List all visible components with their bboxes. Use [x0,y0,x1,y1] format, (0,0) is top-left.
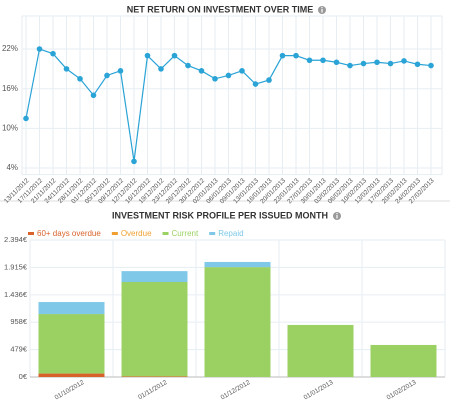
point [414,61,421,68]
y-tick-label: 1.915€ [4,262,28,271]
x-tick-label: 01/12/2012 [220,379,252,402]
bar-segment [287,324,354,377]
point [117,68,124,74]
y-tick-label: 1.436€ [4,290,28,299]
point [171,52,178,59]
point [239,68,245,74]
bar-segment [38,302,105,315]
legend-label: Current [172,229,199,238]
point [77,75,83,82]
point [23,115,29,122]
point [144,52,151,59]
point [360,60,367,67]
bar-segment [121,376,188,377]
legend-swatch [162,232,169,235]
point [266,77,272,83]
bar-segment [121,282,188,377]
y-tick-label: 16% [2,84,18,93]
point [279,52,286,59]
point [212,75,218,82]
bar-segment [204,261,271,268]
point [374,59,380,66]
y-tick-label: 10% [2,123,18,132]
point [333,59,340,66]
point [158,66,164,72]
point [63,66,70,72]
y-tick-label: 4% [6,163,18,172]
chart-title: NET RETURN ON INVESTMENT OVER TIME [127,4,314,14]
info-icon[interactable] [333,212,341,220]
point [225,72,232,79]
point [185,62,191,69]
y-tick-label: 958€ [10,317,28,326]
y-tick-label: 0€ [19,372,28,381]
chart-title: INVESTMENT RISK PROFILE PER ISSUED MONTH [112,210,328,220]
point [401,58,407,64]
point [198,68,205,74]
bar-segment [370,344,437,377]
point [50,50,56,57]
point [36,46,43,52]
y-tick-label: 479€ [10,345,28,354]
point [293,52,299,59]
bar-segment [204,267,271,377]
x-tick-label: 01/10/2012 [54,379,86,402]
legend-label: 60+ days overdue [37,229,101,238]
plot-area [21,15,443,176]
point [104,72,110,79]
point [320,57,326,64]
bar-segment [38,314,105,374]
point [252,81,259,87]
x-tick-label: 01/01/2013 [303,379,335,402]
point [428,62,434,69]
bar-segment [38,373,105,377]
point [131,158,137,165]
legend-label: Repaid [218,229,243,238]
info-icon[interactable] [318,6,326,14]
bar-segment [121,271,188,283]
x-tick-label: 01/11/2012 [137,379,169,401]
point [347,62,353,69]
point [306,57,313,64]
legend-swatch [209,232,216,235]
legend-swatch [111,232,118,235]
point [387,60,394,67]
x-tick-label: 01/02/2013 [386,379,418,402]
legend-swatch [28,232,34,235]
y-tick-label: 22% [2,44,18,53]
legend-label: Overdue [121,229,152,238]
point [90,92,97,99]
y-tick-label: 2.394€ [4,235,28,244]
